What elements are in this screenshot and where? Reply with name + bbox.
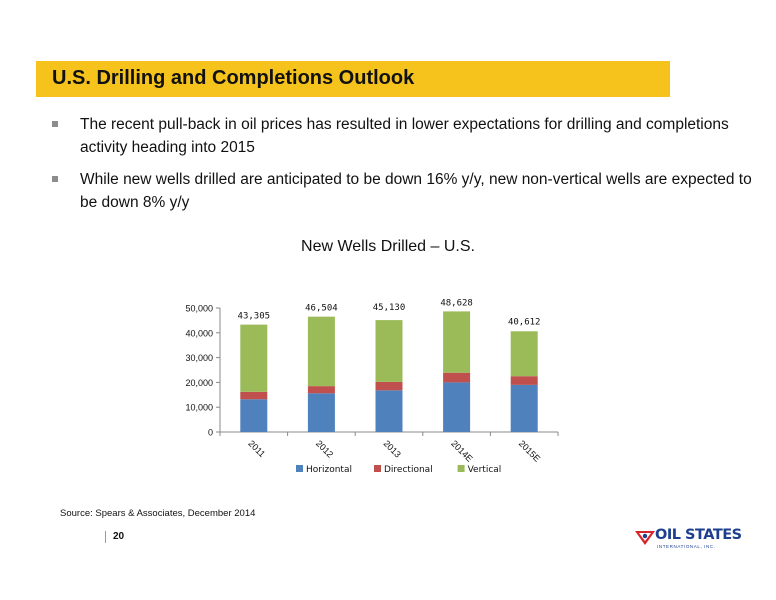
bullet-marker-icon <box>52 121 58 127</box>
bar-vertical <box>375 320 403 382</box>
x-tick-label: 2012 <box>314 438 335 459</box>
y-tick-label: 50,000 <box>185 304 213 314</box>
x-tick-label: 2013 <box>382 438 403 459</box>
bar-directional <box>510 376 538 385</box>
y-tick-label: 40,000 <box>185 328 213 338</box>
bar-horizontal <box>307 393 335 432</box>
x-tick-label: 2014E <box>449 438 474 463</box>
bullet-list: The recent pull-back in oil prices has r… <box>52 113 752 223</box>
bar-directional <box>240 391 268 400</box>
bar-directional <box>307 386 335 394</box>
wells-drilled-chart: 0 10,000 20,000 30,000 40,000 50,000 43,305 201… <box>185 298 559 475</box>
oil-states-logo-icon <box>635 531 655 545</box>
bar-directional <box>375 381 403 391</box>
legend-label: Directional <box>384 465 433 475</box>
x-tick-label: 2015E <box>517 438 542 463</box>
y-tick-label: 20,000 <box>185 378 213 388</box>
legend-swatch-horizontal <box>296 465 303 472</box>
company-logo: OIL STATES INTERNATIONAL, INC. <box>633 527 742 553</box>
legend-swatch-vertical <box>457 465 465 472</box>
legend-swatch-directional <box>374 465 381 472</box>
y-tick-label: 30,000 <box>185 353 213 363</box>
legend-label: Horizontal <box>306 465 352 475</box>
bar-vertical <box>510 331 538 377</box>
page-divider <box>105 531 106 543</box>
bar-vertical <box>240 324 268 392</box>
page-number: 20 <box>113 531 125 542</box>
x-tick-label: 2011 <box>246 438 267 459</box>
bar-horizontal <box>510 384 538 432</box>
y-tick-label: 0 <box>208 428 213 438</box>
bullet-item: The recent pull-back in oil prices has r… <box>52 113 752 159</box>
total-data-label: 43,305 <box>238 312 271 322</box>
bar-vertical <box>307 316 335 387</box>
bar-horizontal <box>443 382 471 432</box>
title-bar: U.S. Drilling and Completions Outlook <box>36 61 670 97</box>
source-note: Source: Spears & Associates, December 20… <box>60 508 256 519</box>
bar-horizontal <box>375 390 403 432</box>
legend-label: Vertical <box>468 465 502 475</box>
total-data-label: 48,628 <box>440 298 473 308</box>
page-title: U.S. Drilling and Completions Outlook <box>52 67 415 89</box>
total-data-label: 45,130 <box>373 303 406 313</box>
bar-directional <box>443 372 471 383</box>
total-data-label: 40,612 <box>508 317 541 327</box>
bullet-text: The recent pull-back in oil prices has r… <box>80 116 729 156</box>
bullet-text: While new wells drilled are anticipated … <box>80 171 752 211</box>
total-data-label: 46,504 <box>305 304 338 314</box>
chart-title: New Wells Drilled – U.S. <box>301 238 475 255</box>
bullet-marker-icon <box>52 176 58 182</box>
logo-subtitle: INTERNATIONAL, INC. <box>657 544 716 549</box>
logo-wordmark: OIL STATES <box>655 527 742 543</box>
bar-vertical <box>443 311 471 373</box>
y-tick-label: 10,000 <box>185 403 213 413</box>
bullet-item: While new wells drilled are anticipated … <box>52 168 752 214</box>
bar-horizontal <box>240 399 268 432</box>
